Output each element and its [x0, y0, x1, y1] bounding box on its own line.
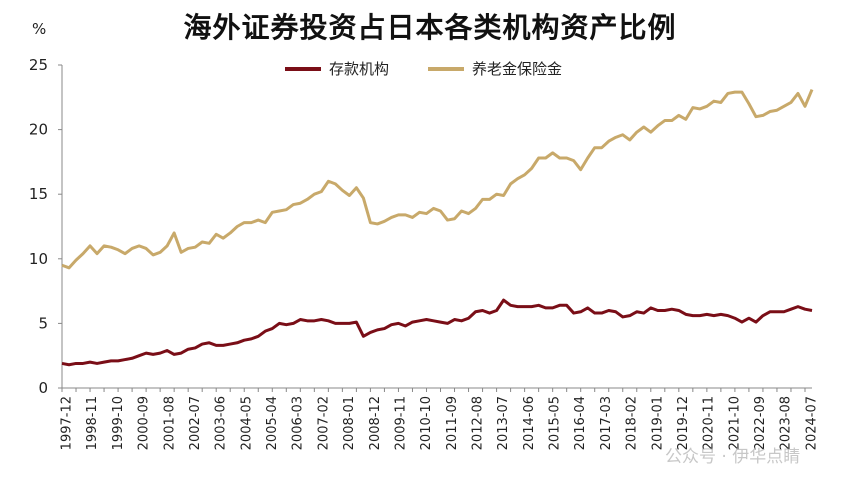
series-line-pension-insurance [61, 88, 814, 270]
legend: 存款机构 养老金保险金 [285, 60, 562, 78]
x-tick-label: 2001-08 [162, 396, 177, 450]
x-tick-label: 2019-12 [676, 396, 691, 450]
x-tick-label: 2002-07 [188, 396, 203, 450]
x-tick-label: 2005-04 [265, 396, 280, 450]
x-tick-label: 2015-05 [548, 396, 563, 450]
x-tick-label: 2006-03 [291, 396, 306, 450]
watermark-text: 公众号 · 伊华点睛 [665, 447, 800, 467]
x-tick-label: 2022-09 [753, 396, 768, 450]
x-tick-label: 2020-11 [702, 396, 717, 450]
chart-title: 海外证券投资占日本各类机构资产比例 [183, 11, 677, 44]
x-tick-label: 2017-03 [599, 396, 614, 450]
x-tick-label: 2016-04 [573, 396, 588, 450]
x-tick-label: 1998-11 [85, 396, 100, 450]
x-tick-label: 1999-10 [111, 396, 126, 450]
x-tick-label: 2004-05 [239, 396, 254, 450]
y-tick-label: 10 [29, 250, 48, 268]
x-tick-label: 2013-07 [496, 396, 511, 450]
watermark-group: 公众号 · 伊华点睛 [665, 447, 800, 467]
x-tick-label: 2021-10 [727, 396, 742, 450]
x-tick-label: 2011-09 [445, 396, 460, 450]
x-tick-label: 2009-11 [393, 396, 408, 450]
x-tick-label: 2008-01 [342, 396, 357, 450]
legend-label-pension-insurance: 养老金保险金 [472, 60, 562, 78]
legend-label-deposit-institutions: 存款机构 [329, 60, 389, 78]
x-tick-label: 2003-06 [214, 396, 229, 450]
x-tick-label: 2014-06 [522, 396, 537, 450]
y-tick-label: 15 [29, 185, 48, 203]
x-tick-label: 2010-10 [419, 396, 434, 450]
y-tick-label: 25 [29, 56, 48, 74]
axes: 0 5 10 15 20 25 1997-12 1998-11 1999-10 2000-09 20… [29, 56, 820, 450]
x-tick-label: 2024-07 [804, 396, 819, 450]
x-tick-label: 2018-02 [625, 396, 640, 450]
y-tick-label: 0 [38, 379, 48, 397]
x-tick-label: 2000-09 [137, 396, 152, 450]
x-tick-label: 2007-02 [316, 396, 331, 450]
series-lines [61, 88, 814, 367]
series-line-deposit-institutions [61, 298, 813, 367]
y-tick-label: 20 [29, 121, 48, 139]
x-tick-label: 2008-12 [368, 396, 383, 450]
x-tick-label: 1997-12 [60, 396, 75, 450]
x-tick-label: 2012-08 [471, 396, 486, 450]
y-axis-unit: % [32, 20, 47, 38]
x-tick-label: 2023-08 [779, 396, 794, 450]
y-tick-label: 5 [38, 314, 48, 332]
x-tick-label: 2019-01 [650, 396, 665, 450]
